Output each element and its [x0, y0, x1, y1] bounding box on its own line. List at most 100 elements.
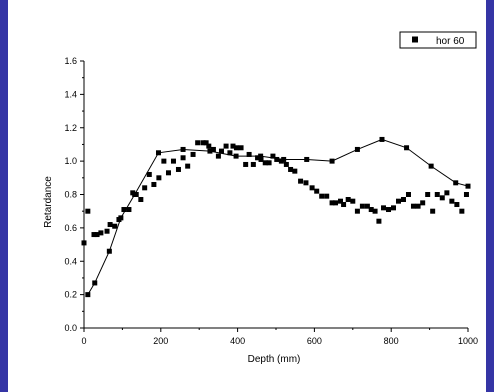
- data-point: [126, 207, 132, 213]
- y-tick-label: 1.0: [64, 156, 77, 166]
- data-point: [425, 192, 431, 197]
- data-point: [314, 188, 320, 194]
- data-point: [185, 163, 191, 169]
- x-tick-label: 800: [384, 336, 399, 346]
- legend: hor 60: [399, 31, 477, 49]
- data-point: [420, 200, 426, 206]
- data-point: [233, 153, 239, 159]
- y-tick-label: 0.0: [64, 323, 77, 333]
- data-point: [190, 151, 196, 157]
- data-point: [410, 203, 416, 209]
- y-tick-label: 0.4: [64, 256, 77, 266]
- data-point: [303, 180, 309, 186]
- x-tick-label: 400: [230, 336, 245, 346]
- data-point: [395, 198, 401, 204]
- data-point: [112, 223, 118, 229]
- data-point: [161, 158, 167, 164]
- data-point: [386, 207, 392, 213]
- x-tick-label: 200: [153, 336, 168, 346]
- axes-layer: 0 200 400 600 800 1000 0.0 0.2 0.4 0.6 0.8 1.0 1.2 1.…: [64, 56, 478, 346]
- data-point: [238, 145, 244, 151]
- y-tick-label: 0.6: [64, 223, 77, 233]
- y-tick-label: 1.6: [64, 56, 77, 66]
- data-point: [324, 193, 330, 199]
- legend-marker: [412, 36, 418, 43]
- data-point: [449, 198, 455, 204]
- data-point: [195, 140, 201, 146]
- data-point: [170, 158, 176, 164]
- data-point: [233, 145, 239, 151]
- data-point: [142, 185, 148, 191]
- data-point: [454, 202, 460, 208]
- data-point: [180, 146, 186, 152]
- data-point: [319, 193, 325, 199]
- data-point: [376, 218, 382, 224]
- data-point: [255, 155, 261, 161]
- data-point: [292, 168, 298, 174]
- data-point: [304, 156, 310, 162]
- data-point: [288, 166, 294, 172]
- data-point: [309, 185, 315, 191]
- data-point: [354, 208, 360, 214]
- y-tick-label: 0.8: [64, 190, 77, 200]
- data-point: [345, 197, 351, 203]
- data-point: [262, 160, 268, 166]
- data-point: [439, 195, 445, 201]
- data-point: [151, 181, 157, 187]
- data-point: [227, 150, 233, 156]
- data-point: [85, 292, 91, 298]
- data-point: [207, 148, 213, 154]
- data-point: [94, 232, 100, 238]
- data-point: [379, 136, 385, 142]
- data-point: [107, 222, 113, 228]
- x-tick-label: 600: [307, 336, 322, 346]
- data-point: [400, 197, 406, 203]
- data-point: [453, 180, 459, 186]
- x-tick-label: 0: [81, 336, 86, 346]
- data-point: [206, 143, 212, 149]
- data-point: [243, 161, 249, 167]
- data-point: [465, 183, 471, 189]
- data-point: [155, 150, 161, 156]
- data-point: [415, 203, 421, 209]
- data-point: [404, 145, 410, 151]
- data-point: [218, 148, 224, 154]
- data-point: [203, 140, 209, 146]
- data-point: [121, 207, 127, 213]
- y-tick-label: 1.4: [64, 89, 77, 99]
- data-point: [274, 156, 280, 162]
- data-point: [350, 198, 356, 204]
- data-point: [372, 208, 378, 214]
- data-point: [430, 208, 436, 214]
- data-point: [405, 192, 411, 197]
- data-point: [223, 143, 229, 149]
- x-axis-title: Depth (mm): [248, 354, 301, 365]
- data-point: [354, 146, 360, 152]
- data-point: [104, 228, 110, 234]
- data-point: [250, 161, 256, 167]
- data-point: [341, 202, 347, 208]
- data-point: [428, 163, 434, 169]
- legend-label: hor 60: [436, 36, 465, 47]
- data-point: [463, 192, 469, 197]
- data-point: [391, 205, 397, 211]
- data-point: [338, 198, 344, 204]
- x-tick-label: 1000: [458, 336, 478, 346]
- data-point: [180, 155, 186, 161]
- data-point: [283, 161, 289, 167]
- data-point: [281, 156, 287, 162]
- data-point: [246, 151, 252, 157]
- data-point: [270, 153, 276, 159]
- data-point: [85, 208, 91, 214]
- data-point: [210, 146, 216, 152]
- data-point: [92, 280, 98, 286]
- data-point: [368, 207, 374, 213]
- data-point: [364, 203, 370, 209]
- data-point: [175, 166, 181, 172]
- data-point: [329, 158, 335, 164]
- plot-layer: [81, 136, 471, 298]
- data-point: [266, 160, 272, 166]
- data-point: [200, 140, 206, 146]
